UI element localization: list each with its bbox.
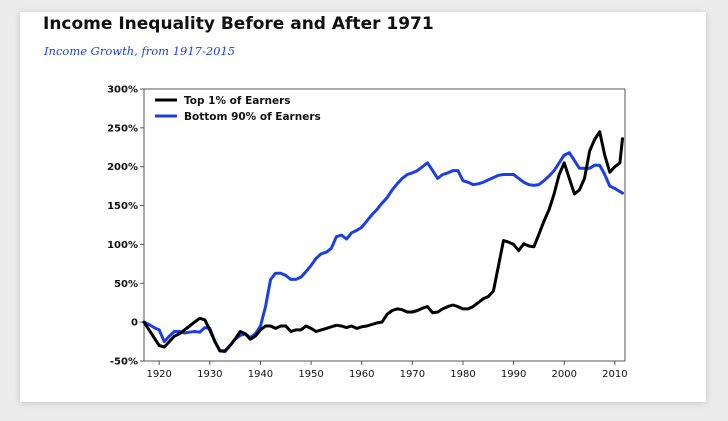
x-tick-label: 1930 — [197, 369, 222, 380]
legend-label-bottom-90: Bottom 90% of Earners — [184, 111, 321, 123]
y-tick-label: 50% — [114, 279, 138, 290]
chart-subtitle: Income Growth, from 1917-2015 — [44, 44, 236, 58]
y-tick-label: 200% — [107, 162, 138, 173]
series-line-top-1 — [142, 130, 624, 353]
legend-label-top-1: Top 1% of Earners — [184, 95, 291, 107]
x-tick-label: 1920 — [146, 369, 171, 380]
series-lines — [142, 130, 624, 354]
chart-card — [20, 12, 706, 402]
x-tick-label: 1940 — [248, 369, 273, 380]
x-tick-label: 1970 — [400, 369, 425, 380]
x-tick-label: 1960 — [349, 369, 374, 380]
x-tick-label: 1990 — [501, 369, 526, 380]
x-tick-label: 1950 — [298, 369, 323, 380]
x-tick-label: 1980 — [450, 369, 475, 380]
plot-area — [143, 88, 626, 362]
x-axis: 1920 1930 1940 1950 1960 1970 1980 1990 2000 2010 — [146, 361, 628, 380]
y-tick-label: 300% — [107, 85, 138, 96]
legend: Top 1% of Earners Bottom 90% of Earners — [155, 95, 321, 123]
y-axis: 300% 250% 200% 150% 100% 50% 0 -50% — [107, 85, 144, 368]
y-tick-label: 0 — [131, 318, 138, 329]
chart-title: Income Inequality Before and After 1971 — [43, 14, 434, 34]
x-tick-label: 2010 — [602, 369, 627, 380]
y-tick-label: -50% — [110, 357, 138, 368]
y-tick-label: 250% — [107, 123, 138, 134]
y-tick-label: 100% — [107, 240, 138, 251]
x-tick-label: 2000 — [552, 369, 577, 380]
y-tick-label: 150% — [107, 201, 138, 212]
